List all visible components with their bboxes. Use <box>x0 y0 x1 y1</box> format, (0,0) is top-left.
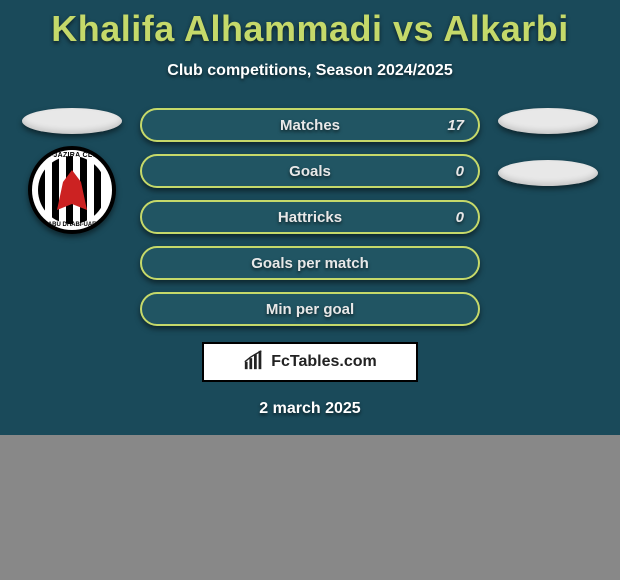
stat-row-goals: Goals 0 <box>140 154 480 188</box>
stat-value-right: 0 <box>456 163 464 180</box>
stat-row-matches: Matches 17 <box>140 108 480 142</box>
comparison-layout: AL-JAZIRA CLUB ABU DHABI-UAE Matches 17 … <box>0 108 620 326</box>
watermark-text: FcTables.com <box>271 353 377 371</box>
stat-value-right: 17 <box>447 117 464 134</box>
club-logo-left: AL-JAZIRA CLUB ABU DHABI-UAE <box>28 146 116 234</box>
right-player-column <box>498 108 598 186</box>
stat-row-hattricks: Hattricks 0 <box>140 200 480 234</box>
club-logo-location: ABU DHABI-UAE <box>48 222 96 228</box>
stat-label: Goals per match <box>251 255 369 272</box>
left-player-column: AL-JAZIRA CLUB ABU DHABI-UAE <box>22 108 122 234</box>
club-logo-graphic <box>38 156 106 224</box>
stat-value-right: 0 <box>456 209 464 226</box>
player-photo-placeholder-right-1 <box>498 108 598 134</box>
page-title: Khalifa Alhammadi vs Alkarbi <box>0 8 620 50</box>
player-photo-placeholder-right-2 <box>498 160 598 186</box>
main-container: Khalifa Alhammadi vs Alkarbi Club compet… <box>0 0 620 418</box>
stat-label: Goals <box>289 163 331 180</box>
stat-label: Hattricks <box>278 209 342 226</box>
subtitle: Club competitions, Season 2024/2025 <box>0 62 620 80</box>
stats-column: Matches 17 Goals 0 Hattricks 0 Goals per… <box>140 108 480 326</box>
date-label: 2 march 2025 <box>0 400 620 418</box>
chart-icon <box>243 349 265 376</box>
watermark: FcTables.com <box>202 342 418 382</box>
stat-row-goals-per-match: Goals per match <box>140 246 480 280</box>
player-photo-placeholder-left <box>22 108 122 134</box>
stat-label: Matches <box>280 117 340 134</box>
stat-label: Min per goal <box>266 301 354 318</box>
stat-row-min-per-goal: Min per goal <box>140 292 480 326</box>
